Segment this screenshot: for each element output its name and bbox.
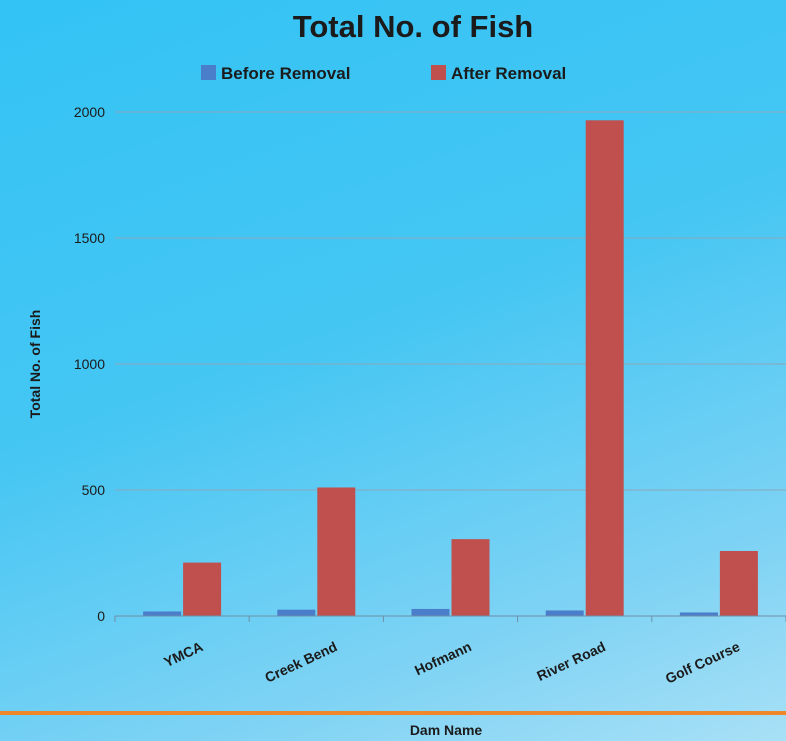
y-tick-label: 2000 [74,104,105,120]
x-axis-title: Dam Name [410,722,483,738]
y-tick-label: 500 [82,482,106,498]
y-axis-ticks: 0 500 1000 1500 2000 [74,104,105,624]
bar-after-removal-4 [719,550,758,616]
y-tick-label: 1500 [74,230,105,246]
gridlines [115,111,786,617]
separator-line [0,711,786,715]
y-tick-label: 0 [97,608,105,624]
bar-after-removal-3 [585,120,624,616]
bars [143,120,758,616]
y-tick-label: 1000 [74,356,105,372]
bar-before-removal-1 [277,609,316,616]
x-axis: YMCA Creek Bend Hofmann River Road Golf Cour… [114,615,786,687]
bar-before-removal-3 [545,610,584,616]
bar-before-removal-4 [679,612,718,616]
legend: Before Removal After Removal [201,64,566,83]
chart-title: Total No. of Fish [293,9,534,44]
x-tick-label: Golf Course [663,638,743,686]
legend-label-after-removal: After Removal [451,64,566,83]
x-tick-label: Hofmann [412,638,474,678]
bar-after-removal-2 [451,539,490,616]
x-tick-label: YMCA [161,638,205,670]
legend-swatch-before-removal [201,65,216,80]
x-tick-label: Creek Bend [262,638,339,685]
legend-label-before-removal: Before Removal [221,64,350,83]
bar-before-removal-2 [411,608,450,616]
bar-after-removal-1 [317,487,356,616]
bar-after-removal-0 [183,562,222,616]
y-axis-title: Total No. of Fish [27,310,43,419]
legend-swatch-after-removal [431,65,446,80]
bar-before-removal-0 [143,611,182,616]
x-tick-label: River Road [534,638,608,684]
